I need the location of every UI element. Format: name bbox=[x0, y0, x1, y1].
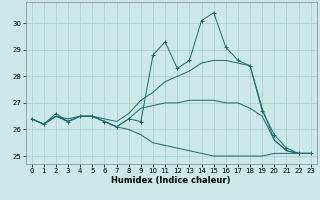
X-axis label: Humidex (Indice chaleur): Humidex (Indice chaleur) bbox=[111, 176, 231, 185]
